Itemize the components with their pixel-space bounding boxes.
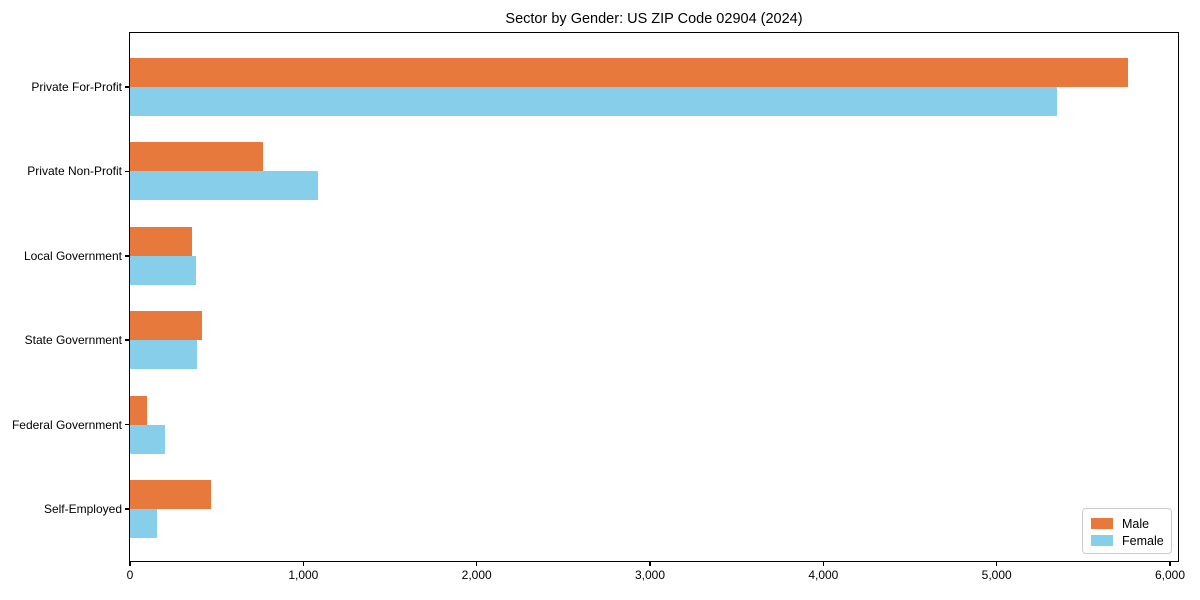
legend-swatch-male [1091, 518, 1113, 529]
y-tick-label: Local Government [23, 248, 122, 263]
legend-item-male: Male [1091, 515, 1171, 532]
x-tick-label: 1,000 [288, 567, 319, 582]
chart-title: Sector by Gender: US ZIP Code 02904 (202… [505, 11, 803, 27]
bar-male-2 [130, 226, 193, 256]
y-tick-mark [124, 508, 129, 510]
x-tick-mark [822, 561, 825, 566]
y-tick-label: Private Non-Profit [27, 164, 122, 179]
x-tick-label: 5,000 [981, 567, 1012, 582]
x-tick-label: 4,000 [808, 567, 839, 582]
bar-female-3 [130, 340, 197, 370]
x-tick-label: 2,000 [461, 567, 492, 582]
x-tick-label: 3,000 [634, 567, 666, 582]
bar-female-2 [130, 255, 196, 285]
legend-item-female: Female [1091, 532, 1171, 549]
bar-female-5 [130, 509, 157, 538]
bar-female-0 [130, 87, 1058, 116]
x-tick-mark [302, 561, 305, 566]
y-tick-label: Federal Government [11, 417, 122, 432]
bar-male-4 [130, 395, 148, 425]
x-tick-mark [1169, 561, 1171, 566]
x-tick-mark [649, 561, 651, 566]
x-tick-mark [129, 561, 131, 566]
x-tick-label: 6,000 [1154, 567, 1186, 582]
x-tick-label: 0 [126, 567, 134, 582]
legend-swatch-female [1091, 535, 1113, 546]
plot-area [130, 33, 1176, 560]
y-tick-label: Self-Employed [43, 502, 122, 516]
x-tick-mark [995, 561, 998, 566]
y-tick-label: State Government [24, 333, 122, 348]
bar-female-4 [130, 424, 165, 454]
y-tick-mark [124, 423, 129, 426]
legend-label-female: Female [1122, 533, 1164, 548]
y-tick-mark [124, 170, 129, 173]
y-tick-mark [124, 255, 129, 257]
y-tick-label: Private For-Profit [31, 80, 122, 94]
legend-label-male: Male [1122, 516, 1150, 531]
bar-male-1 [130, 142, 263, 172]
bar-female-1 [130, 171, 319, 201]
y-tick-mark [124, 339, 129, 341]
y-tick-mark [124, 86, 129, 88]
x-tick-mark [475, 561, 478, 566]
bar-male-5 [130, 480, 212, 509]
bar-male-0 [130, 58, 1129, 87]
legend: Male Female [1082, 508, 1172, 554]
plot-border [128, 31, 1179, 562]
bar-male-3 [130, 311, 202, 341]
